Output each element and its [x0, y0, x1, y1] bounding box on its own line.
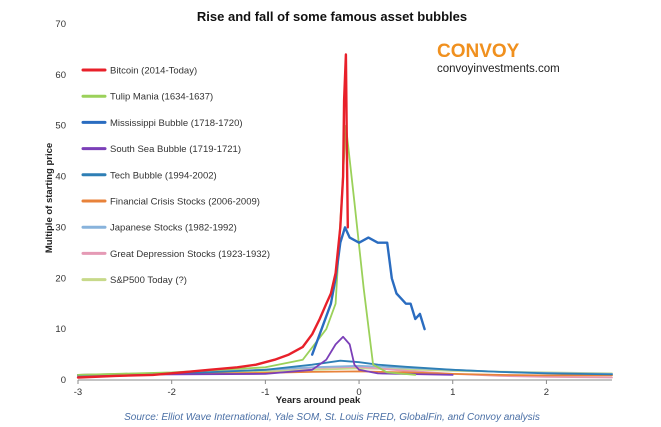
- brand-url: convoyinvestments.com: [437, 63, 560, 75]
- series-line-3: [77, 335, 454, 376]
- y-tick-label: 40: [55, 172, 66, 183]
- x-axis-label: Years around peak: [276, 395, 361, 406]
- legend-label: Japanese Stocks (1982-1992): [110, 223, 237, 234]
- y-tick-label: 0: [61, 375, 66, 386]
- y-axis-ticks: 0 10 20 30 40 50 60 70: [55, 19, 66, 386]
- x-tick-label: 2: [544, 387, 549, 398]
- x-tick-label: 1: [450, 387, 455, 398]
- y-tick-label: 20: [55, 273, 66, 284]
- legend-label: South Sea Bubble (1719-1721): [110, 144, 241, 155]
- x-tick-label: -2: [167, 387, 175, 398]
- y-tick-label: 70: [55, 19, 66, 30]
- legend-label: Great Depression Stocks (1923-1932): [110, 249, 270, 260]
- chart-title: Rise and fall of some famous asset bubbl…: [197, 9, 467, 24]
- brand-logo-text: CONVOY: [437, 41, 520, 62]
- legend-label: Mississippi Bubble (1718-1720): [110, 118, 243, 129]
- y-tick-label: 30: [55, 222, 66, 233]
- legend-label: Tulip Mania (1634-1637): [110, 92, 213, 103]
- y-tick-label: 10: [55, 324, 66, 335]
- legend-label: Tech Bubble (1994-2002): [110, 170, 217, 181]
- series-line-0: [76, 53, 349, 379]
- legend: Bitcoin (2014-Today) Tulip Mania (1634-16…: [81, 66, 270, 286]
- source-note: Source: Elliot Wave International, Yale …: [124, 412, 540, 423]
- x-tick-label: -1: [261, 387, 269, 398]
- y-tick-label: 60: [55, 70, 66, 81]
- y-tick-label: 50: [55, 121, 66, 132]
- series-lines: [76, 53, 613, 379]
- y-axis-label: Multiple of starting price: [44, 143, 55, 253]
- x-axis-ticks: -3 -2 -1 0 1 2: [74, 380, 549, 398]
- legend-label: Financial Crisis Stocks (2006-2009): [110, 197, 260, 208]
- legend-label: S&P500 Today (?): [110, 275, 187, 286]
- legend-label: Bitcoin (2014-Today): [110, 66, 197, 77]
- x-tick-label: -3: [74, 387, 82, 398]
- x-tick-label: 0: [356, 387, 361, 398]
- series-line-4: [77, 359, 613, 377]
